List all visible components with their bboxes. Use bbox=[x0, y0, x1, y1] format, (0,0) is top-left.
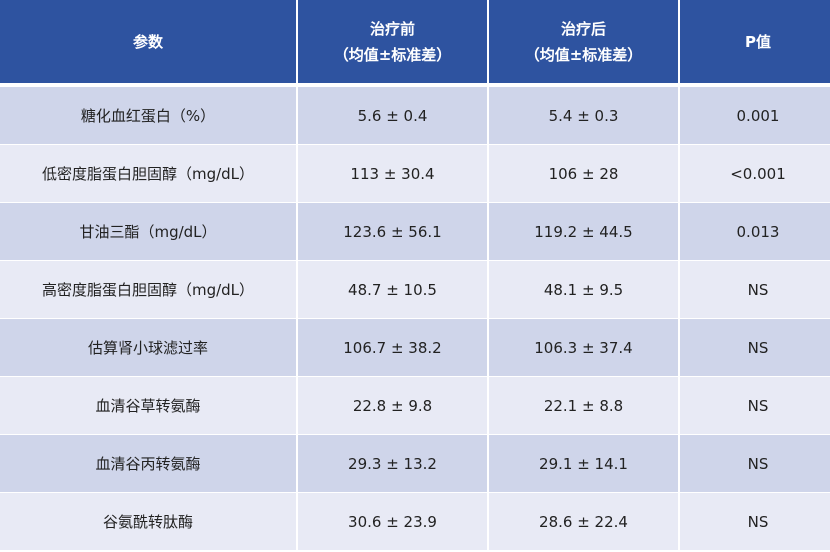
header-before-subtitle: （均值±标准差） bbox=[333, 45, 452, 64]
header-p: P值 bbox=[680, 0, 830, 83]
table-row: 低密度脂蛋白胆固醇（mg/dL） 113 ± 30.4 106 ± 28 <0.001 bbox=[0, 145, 830, 202]
cell-after: 48.1 ± 9.5 bbox=[489, 261, 678, 318]
cell-param: 高密度脂蛋白胆固醇（mg/dL） bbox=[0, 261, 296, 318]
cell-before: 106.7 ± 38.2 bbox=[298, 319, 487, 376]
cell-after: 106 ± 28 bbox=[489, 145, 678, 202]
table-row: 血清谷丙转氨酶 29.3 ± 13.2 29.1 ± 14.1 NS bbox=[0, 435, 830, 492]
header-row: 参数 治疗前 （均值±标准差） 治疗后 （均值±标准差） P值 bbox=[0, 0, 830, 83]
cell-before: 29.3 ± 13.2 bbox=[298, 435, 487, 492]
cell-p: NS bbox=[680, 261, 830, 318]
cell-after: 119.2 ± 44.5 bbox=[489, 203, 678, 260]
table-row: 估算肾小球滤过率 106.7 ± 38.2 106.3 ± 37.4 NS bbox=[0, 319, 830, 376]
header-before: 治疗前 （均值±标准差） bbox=[298, 0, 487, 83]
cell-after: 29.1 ± 14.1 bbox=[489, 435, 678, 492]
cell-before: 5.6 ± 0.4 bbox=[298, 87, 487, 144]
cell-param: 谷氨酰转肽酶 bbox=[0, 493, 296, 550]
cell-param: 低密度脂蛋白胆固醇（mg/dL） bbox=[0, 145, 296, 202]
cell-before: 123.6 ± 56.1 bbox=[298, 203, 487, 260]
cell-before: 48.7 ± 10.5 bbox=[298, 261, 487, 318]
cell-param: 估算肾小球滤过率 bbox=[0, 319, 296, 376]
header-after-title: 治疗后 bbox=[560, 19, 606, 38]
cell-after: 5.4 ± 0.3 bbox=[489, 87, 678, 144]
cell-param: 血清谷草转氨酶 bbox=[0, 377, 296, 434]
table-row: 高密度脂蛋白胆固醇（mg/dL） 48.7 ± 10.5 48.1 ± 9.5 NS bbox=[0, 261, 830, 318]
cell-before: 30.6 ± 23.9 bbox=[298, 493, 487, 550]
header-param: 参数 bbox=[0, 0, 296, 83]
cell-param: 甘油三酯（mg/dL） bbox=[0, 203, 296, 260]
cell-p: NS bbox=[680, 493, 830, 550]
cell-p: NS bbox=[680, 377, 830, 434]
cell-p: NS bbox=[680, 435, 830, 492]
cell-p: 0.001 bbox=[680, 87, 830, 144]
table-row: 糖化血红蛋白（%） 5.6 ± 0.4 5.4 ± 0.3 0.001 bbox=[0, 87, 830, 144]
cell-after: 106.3 ± 37.4 bbox=[489, 319, 678, 376]
header-before-title: 治疗前 bbox=[369, 19, 415, 38]
header-after-subtitle: （均值±标准差） bbox=[524, 45, 643, 64]
cell-p: 0.013 bbox=[680, 203, 830, 260]
cell-p: NS bbox=[680, 319, 830, 376]
cell-before: 22.8 ± 9.8 bbox=[298, 377, 487, 434]
table-row: 甘油三酯（mg/dL） 123.6 ± 56.1 119.2 ± 44.5 0.013 bbox=[0, 203, 830, 260]
cell-before: 113 ± 30.4 bbox=[298, 145, 487, 202]
cell-after: 28.6 ± 22.4 bbox=[489, 493, 678, 550]
cell-after: 22.1 ± 8.8 bbox=[489, 377, 678, 434]
cell-param: 血清谷丙转氨酶 bbox=[0, 435, 296, 492]
table-row: 谷氨酰转肽酶 30.6 ± 23.9 28.6 ± 22.4 NS bbox=[0, 493, 830, 550]
table-row: 血清谷草转氨酶 22.8 ± 9.8 22.1 ± 8.8 NS bbox=[0, 377, 830, 434]
header-after: 治疗后 （均值±标准差） bbox=[489, 0, 678, 83]
cell-p: <0.001 bbox=[680, 145, 830, 202]
cell-param: 糖化血红蛋白（%） bbox=[0, 87, 296, 144]
